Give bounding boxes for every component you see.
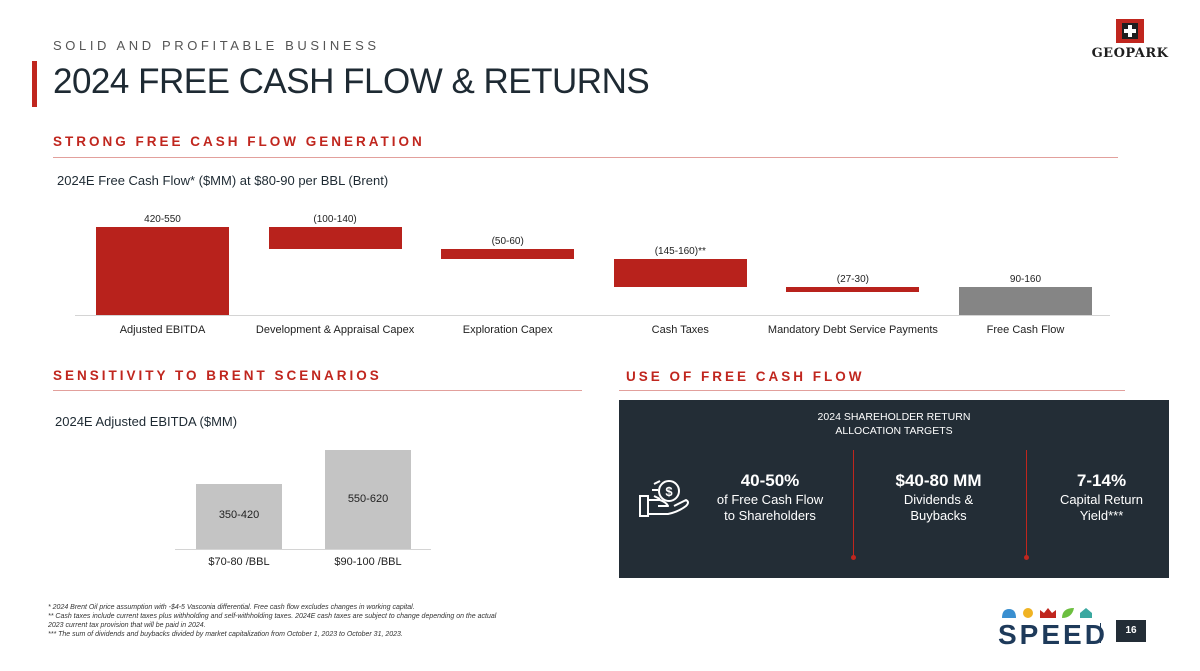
sensitivity-value-label: 550-620 (347, 492, 389, 505)
sensitivity-chart-subtitle: 2024E Adjusted EBITDA ($MM) (55, 414, 238, 429)
fcf-category-label: Exploration Capex (462, 324, 553, 336)
panel-title-line-2: ALLOCATION TARGETS (835, 425, 953, 437)
metric-dividends-value: $40-80 MM (895, 471, 982, 490)
metric-dividends-line-2: Buybacks (910, 508, 967, 523)
panel-title-line-1: 2024 SHAREHOLDER RETURN (817, 411, 971, 423)
metric-fcf-share: 40-50% of Free Cash Flow to Shareholders (700, 470, 840, 524)
sensitivity-category-label: $90-100 /BBL (334, 556, 402, 568)
panel-divider-2-dot (1024, 555, 1029, 560)
fcf-section-rule (53, 157, 1118, 158)
sensitivity-section-heading: SENSITIVITY TO BRENT SCENARIOS (53, 368, 382, 383)
fcf-value-label: (100-140) (313, 214, 357, 225)
fcf-bar (96, 227, 229, 315)
sensitivity-bar (196, 483, 282, 549)
metric-fcf-share-line-1: of Free Cash Flow (716, 492, 824, 507)
logo-text: GEOPARK (1091, 46, 1169, 61)
sensitivity-bar (325, 450, 411, 549)
fcf-category-label: Development & Appraisal Capex (255, 324, 415, 336)
svg-text:$: $ (665, 484, 673, 499)
fcf-waterfall-chart: 420-550 Adjusted EBITDA (100-140) Developme… (75, 214, 1110, 336)
fcf-bar (613, 258, 747, 287)
use-section-rule (619, 390, 1125, 391)
sensitivity-section-rule (53, 390, 582, 391)
fcf-bar (786, 286, 920, 293)
fcf-value-label: (27-30) (836, 273, 870, 285)
fcf-value-label: 420-550 (144, 214, 181, 225)
fcf-value-label: 90-160 (1009, 273, 1042, 285)
title-accent-bar (32, 61, 37, 107)
sensitivity-bar-chart: 350-420 $70-80 /BBL 550-620 $90-100 /BBL (0, 0, 600, 580)
fcf-category-label: Mandatory Debt Service Payments (767, 324, 938, 336)
fcf-bar (268, 227, 402, 249)
page-number: 16 (1116, 620, 1146, 642)
footnote-4: *** The sum of dividends and buybacks di… (48, 631, 403, 638)
sensitivity-category-label: $70-80 /BBL (208, 556, 270, 568)
panel-title: 2024 SHAREHOLDER RETURN ALLOCATION TARGE… (619, 410, 1169, 438)
fcf-chart-subtitle: 2024E Free Cash Flow* ($MM) at $80-90 pe… (57, 173, 389, 188)
sensitivity-value-label: 350-420 (218, 509, 260, 522)
metric-capital-return: 7-14% Capital Return Yield*** (1034, 470, 1169, 524)
people-icon (1023, 608, 1033, 618)
page-title: 2024 FREE CASH FLOW & RETURNS (53, 62, 650, 101)
leaf-icon (1062, 608, 1074, 618)
footer-separator (1100, 623, 1101, 643)
metric-fcf-share-value: 40-50% (740, 471, 800, 490)
shareholder-return-panel (619, 400, 1169, 578)
crown-icon (1040, 608, 1056, 618)
panel-divider-2 (1026, 450, 1027, 557)
helmet-icon (1002, 609, 1016, 618)
metric-capital-return-value: 7-14% (1076, 471, 1127, 490)
house-icon (1080, 608, 1092, 618)
speed-icons (1002, 608, 1092, 618)
metric-dividends: $40-80 MM Dividends & Buybacks (866, 470, 1011, 524)
metric-fcf-share-line-2: to Shareholders (724, 508, 816, 523)
fcf-category-label: Cash Taxes (651, 324, 709, 336)
metric-capital-return-line-2: Yield*** (1079, 508, 1124, 523)
metric-dividends-line-1: Dividends & (903, 492, 974, 507)
panel-divider-1 (853, 450, 854, 557)
fcf-chart-axis (75, 315, 1110, 316)
eyebrow: SOLID AND PROFITABLE BUSINESS (53, 38, 380, 53)
speed-brand: SPEED (998, 619, 1108, 650)
geopark-logo-icon (1116, 19, 1144, 43)
panel-divider-1-dot (851, 555, 856, 560)
fcf-value-label: (50-60) (491, 235, 524, 247)
sensitivity-chart-axis (175, 549, 431, 550)
fcf-bar (959, 286, 1092, 315)
fcf-category-label: Adjusted EBITDA (119, 324, 206, 336)
footnote-2: ** Cash taxes include current taxes plus… (48, 613, 497, 620)
fcf-bar (441, 248, 575, 259)
fcf-section-heading: STRONG FREE CASH FLOW GENERATION (53, 134, 425, 149)
footnote-3: 2023 current tax provision that will be … (48, 622, 206, 629)
money-hand-icon: $ (639, 480, 689, 517)
fcf-value-label: (145-160)** (654, 245, 706, 257)
fcf-category-label: Free Cash Flow (986, 324, 1065, 336)
footnote-1: * 2024 Brent Oil price assumption with -… (48, 604, 415, 611)
metric-capital-return-line-1: Capital Return (1059, 492, 1144, 507)
use-section-heading: USE OF FREE CASH FLOW (626, 369, 865, 384)
